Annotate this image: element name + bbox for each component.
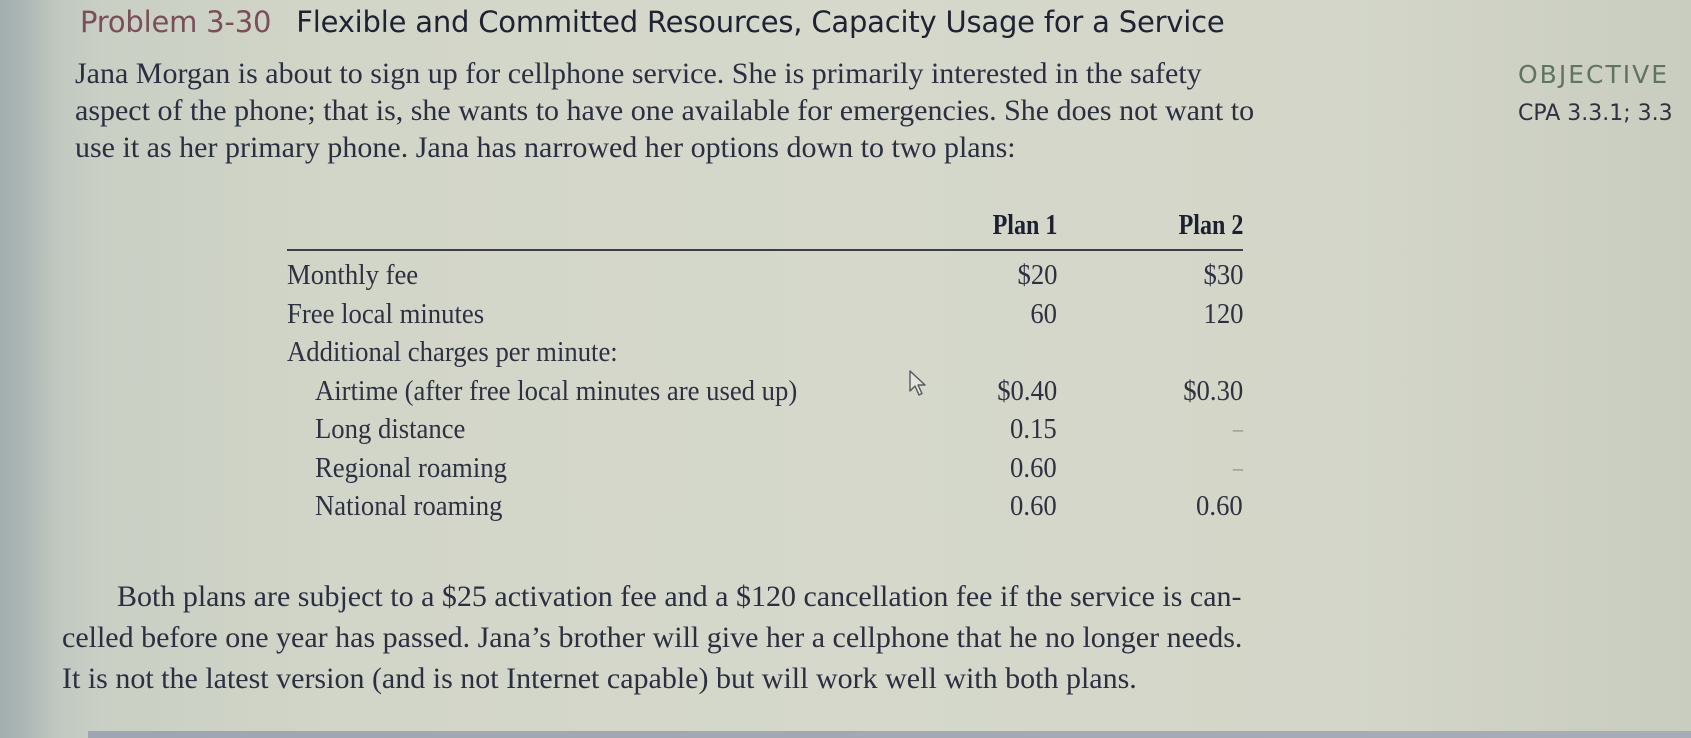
intro-line: Jana Morgan is about to sign up for cell… xyxy=(75,57,1202,90)
plan-1-value: 0.60 xyxy=(1010,490,1057,522)
table-row-national-roaming: National roaming 0.60 0.60 xyxy=(287,487,1243,526)
row-label: Free local minutes xyxy=(287,297,485,330)
closing-line: It is not the latest version (and is not… xyxy=(62,662,1137,695)
plan-2-value: 120 xyxy=(1202,297,1243,330)
row-label: Long distance xyxy=(315,413,466,445)
plan-1-value: $0.40 xyxy=(996,374,1057,407)
problem-number: Problem 3-30 xyxy=(80,5,272,39)
objective-label: OBJECTIVE xyxy=(1518,60,1669,89)
plan-2-value: $30 xyxy=(1202,259,1243,291)
table-row-monthly-fee: Monthly fee $20 $30 xyxy=(287,256,1243,295)
problem-title: Flexible and Committed Resources, Capaci… xyxy=(296,5,1225,39)
row-label: Additional charges per minute: xyxy=(287,336,618,368)
table-row-regional-roaming: Regional roaming 0.60 – xyxy=(287,449,1243,488)
plan-1-value: 60 xyxy=(1030,297,1057,330)
page-edge-shadow xyxy=(0,0,60,738)
row-label: National roaming xyxy=(315,490,503,522)
closing-line: celled before one year has passed. Jana’… xyxy=(62,621,1243,654)
table-row-additional-charges-heading: Additional charges per minute: xyxy=(287,333,1243,372)
objective-codes: CPA 3.3.1; 3.3 xyxy=(1518,101,1673,126)
table-body: Monthly fee $20 $30 Free local minutes 6… xyxy=(287,250,1243,526)
table-header: Plan 1 Plan 2 xyxy=(287,208,1243,251)
plan-comparison-table: Plan 1 Plan 2 Monthly fee $20 $30 Free l… xyxy=(287,208,1243,526)
column-header-plan-2: Plan 2 xyxy=(1178,210,1243,241)
header-rule xyxy=(287,249,1243,251)
intro-line: use it as her primary phone. Jana has na… xyxy=(75,131,1016,164)
problem-header: Problem 3-30 Flexible and Committed Reso… xyxy=(80,2,1225,42)
closing-paragraph: Both plans are subject to a $25 activati… xyxy=(62,576,1482,699)
table-row-free-local-minutes: Free local minutes 60 120 xyxy=(287,295,1243,334)
row-label: Airtime (after free local minutes are us… xyxy=(315,374,798,407)
objective-sidebar: OBJECTIVE CPA 3.3.1; 3.3 xyxy=(1518,58,1673,131)
plan-2-value: $0.30 xyxy=(1182,374,1243,407)
mouse-pointer-icon xyxy=(909,370,926,396)
plan-2-value: – xyxy=(1232,454,1243,480)
table-row-airtime: Airtime (after free local minutes are us… xyxy=(287,372,1243,411)
column-header-plan-1: Plan 1 xyxy=(992,210,1057,241)
plan-2-value: – xyxy=(1232,416,1243,441)
intro-line: aspect of the phone; that is, she wants … xyxy=(75,94,1255,127)
row-label: Regional roaming xyxy=(315,451,507,484)
bottom-edge-strip xyxy=(88,731,1691,738)
plan-1-value: $20 xyxy=(1016,259,1057,291)
plan-1-value: 0.15 xyxy=(1010,413,1057,445)
closing-line: Both plans are subject to a $25 activati… xyxy=(117,580,1242,613)
intro-paragraph: Jana Morgan is about to sign up for cell… xyxy=(75,55,1465,166)
plan-1-value: 0.60 xyxy=(1010,451,1057,484)
row-label: Monthly fee xyxy=(287,259,419,291)
plan-2-value: 0.60 xyxy=(1196,490,1243,522)
table-row-long-distance: Long distance 0.15 – xyxy=(287,410,1243,449)
